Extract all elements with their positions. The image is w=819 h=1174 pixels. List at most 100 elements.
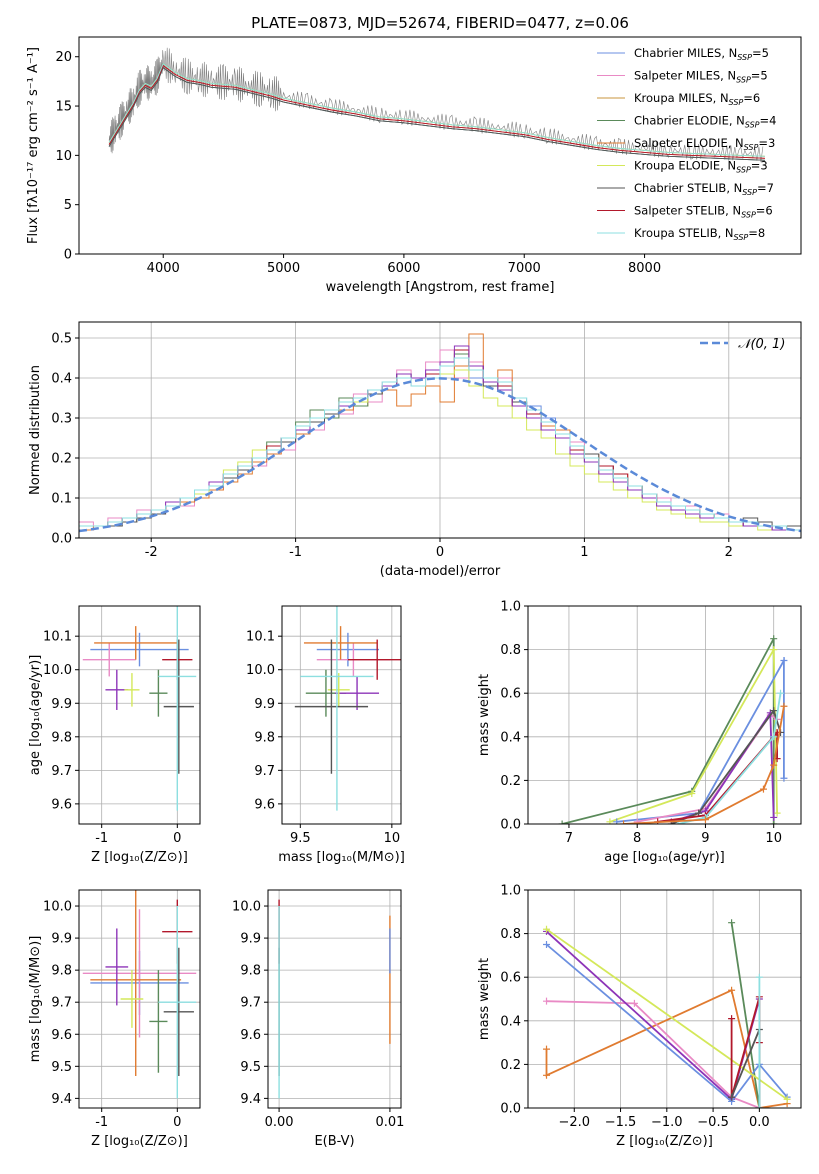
data-spectrum-line	[108, 47, 764, 163]
legend-label: Kroupa MILES, NSSP=6	[634, 91, 760, 107]
x-tick-label: 4000	[147, 261, 180, 276]
y-tick-label: 0.4	[500, 730, 521, 745]
x-tick-label: 0.01	[375, 1115, 404, 1130]
y-tick-label: 0.6	[500, 971, 521, 986]
plot-area-mass_vs_Z	[82, 890, 197, 1099]
axes-mass_vs_ebv: 0.00 0.01 9.4 9.5 9.6 9.7 9.8 9.9 10.0 E(B-V)	[232, 889, 404, 1149]
y-tick-label: 15	[55, 100, 72, 115]
y-axis-label: mass weight	[477, 958, 492, 1040]
weight-marker	[780, 657, 788, 664]
x-tick-label: −2.0	[558, 1115, 590, 1130]
weight-marker	[770, 761, 778, 769]
weight-marker	[770, 820, 778, 824]
y-tick-label: 0.2	[51, 452, 72, 467]
x-tick-label: 2	[725, 545, 733, 560]
axes-frame	[78, 605, 201, 825]
y-tick-label: 0.4	[51, 372, 72, 387]
axes-age_vs_Z: -1 0 9.6 9.7 9.8 9.9 10.0 10.1 Z [log₁₀(Z/Z⊙)] ag…	[28, 605, 201, 865]
weight-marker	[770, 707, 778, 715]
y-tick-label: 9.5	[51, 1060, 72, 1075]
weight-marker	[728, 1015, 736, 1023]
weight-marker	[770, 635, 778, 643]
x-tick-label: 7	[565, 831, 573, 846]
y-tick-label: 1.0	[500, 884, 521, 899]
weight-marker	[543, 1071, 551, 1079]
figure-title: PLATE=0873, MJD=52674, FIBERID=0477, z=0…	[251, 14, 629, 32]
axes-spectrum: 4000 5000 6000 7000 8000 0 5 10 15 20 wavelength […	[26, 36, 802, 295]
y-tick-label: 10.0	[246, 663, 275, 678]
y-tick-label: 9.4	[51, 1092, 72, 1107]
weight-line	[657, 729, 778, 823]
x-tick-label: 0.00	[265, 1115, 294, 1130]
weight-marker	[543, 941, 551, 948]
y-tick-label: 5	[64, 198, 72, 213]
weight-marker	[770, 813, 778, 821]
model-spectrum-line	[108, 64, 765, 159]
weight-marker	[770, 733, 778, 741]
y-tick-label: 9.7	[51, 996, 72, 1011]
weight-line	[545, 930, 761, 1101]
axes-frame	[78, 36, 802, 255]
weight-marker	[728, 919, 736, 927]
y-tick-label: 9.4	[240, 1092, 261, 1107]
y-axis-label: mass weight	[477, 674, 492, 756]
y-tick-label: 9.7	[240, 996, 261, 1011]
weight-marker	[783, 1095, 791, 1103]
y-tick-label: 9.8	[254, 730, 275, 745]
weight-marker	[543, 925, 551, 933]
legend-label: 𝒩(0, 1)	[738, 337, 785, 352]
weight-marker	[558, 820, 566, 824]
weight-marker	[780, 774, 788, 782]
x-tick-label: 0	[436, 545, 444, 560]
y-tick-label: 10.1	[43, 630, 72, 645]
x-tick-label: −1.5	[605, 1115, 637, 1130]
weight-marker	[755, 973, 763, 981]
axes-frame	[527, 605, 802, 825]
y-tick-label: 10.0	[43, 900, 72, 915]
legend-label: Salpeter MILES, NSSP=5	[634, 69, 768, 85]
y-tick-label: 0.8	[500, 927, 521, 942]
y-axis-label: mass [log₁₀(M/M⊙)]	[28, 936, 43, 1063]
weight-marker	[770, 646, 778, 654]
legend-label: Kroupa STELIB, NSSP=8	[634, 226, 765, 242]
y-tick-label: 9.7	[254, 764, 275, 779]
y-axis-label: Flux [fλ10⁻¹⁷ erg cm⁻² s⁻¹ A⁻¹]	[26, 47, 41, 244]
x-axis-label: Z [log₁₀(Z/Z⊙)]	[91, 850, 188, 865]
y-tick-label: 10.0	[232, 900, 261, 915]
x-tick-label: 6000	[387, 261, 420, 276]
axes-age_vs_mass: 9.5 10 9.6 9.7 9.8 9.9 10.0 10.1 mass [log₁₀(M/M…	[246, 605, 405, 865]
weight-marker	[543, 997, 551, 1005]
weight-line	[545, 928, 788, 1101]
weight-marker	[633, 818, 641, 824]
x-axis-label: (data-model)/error	[380, 564, 501, 579]
axes-mass_vs_Z: -1 0 9.4 9.5 9.6 9.7 9.8 9.9 10.0 Z [log₁₀(Z/Z⊙)]…	[28, 889, 201, 1149]
y-tick-label: 0.2	[500, 774, 521, 789]
x-axis-label: Z [log₁₀(Z/Z⊙)]	[91, 1134, 188, 1149]
y-tick-label: 9.9	[254, 697, 275, 712]
axes-frame	[78, 321, 802, 539]
gaussian-curve	[79, 377, 801, 533]
axes-mass_weight_vs_Z: −2.0 −1.5 −1.0 −0.5 0.0 0.0 0.2 0.4 0.6 0.8 1.0 Z […	[477, 884, 802, 1149]
y-tick-label: 9.9	[51, 697, 72, 712]
weight-marker	[777, 689, 785, 697]
x-tick-label: 8000	[628, 261, 661, 276]
y-tick-label: 9.8	[240, 964, 261, 979]
y-tick-label: 9.6	[254, 797, 275, 812]
weight-marker	[630, 999, 638, 1007]
x-tick-label: -2	[145, 545, 158, 560]
y-tick-label: 9.9	[240, 932, 261, 947]
legend-label: Kroupa ELODIE, NSSP=3	[634, 159, 768, 175]
y-tick-label: 10.0	[43, 663, 72, 678]
legend-label: Salpeter ELODIE, NSSP=3	[634, 136, 775, 152]
axes-mass_weight_vs_age: 7 8 9 10 0.0 0.2 0.4 0.6 0.8 1.0 age [log₁₀(age/yr…	[477, 600, 802, 865]
x-tick-label: -1	[289, 545, 302, 560]
legend-label: Chabrier STELIB, NSSP=7	[634, 181, 774, 197]
x-tick-label: 0	[173, 831, 181, 846]
x-axis-label: age [log₁₀(age/yr)]	[604, 850, 725, 865]
x-tick-label: 7000	[508, 261, 541, 276]
x-tick-label: 9	[701, 831, 709, 846]
y-tick-label: 0.0	[51, 532, 72, 547]
y-tick-label: 10.1	[246, 630, 275, 645]
y-tick-label: 0.3	[51, 412, 72, 427]
x-tick-label: 8	[633, 831, 641, 846]
